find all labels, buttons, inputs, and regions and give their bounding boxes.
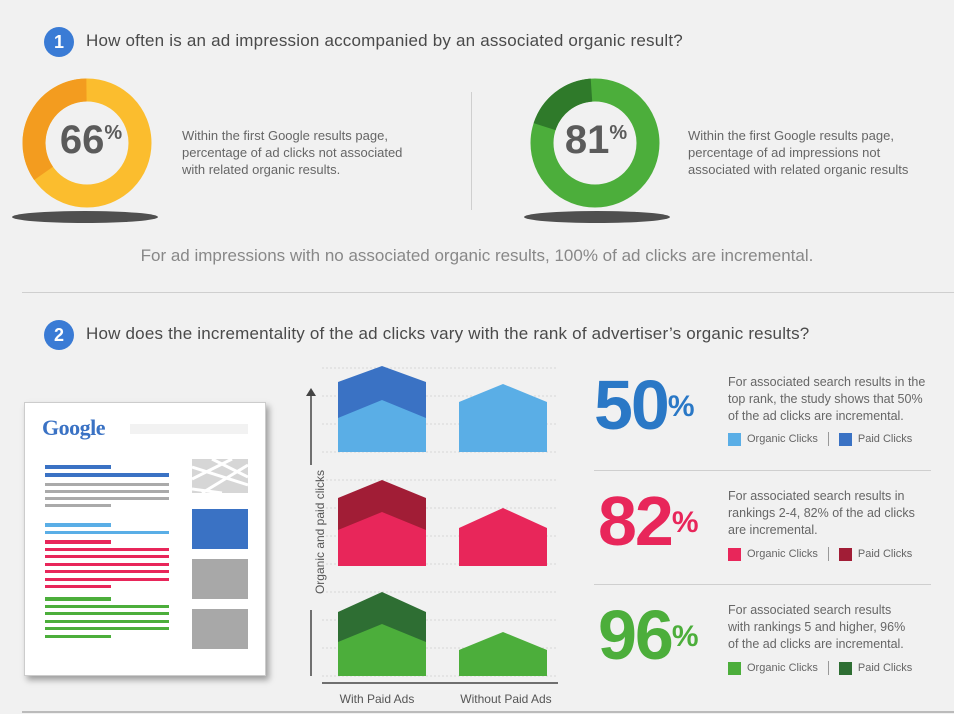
x-label-without-paid-ads: Without Paid Ads — [460, 692, 552, 706]
section1-question: How often is an ad impression accompanie… — [86, 31, 683, 50]
organic-swatch — [728, 661, 741, 675]
organic-clicks-shape-row1-with — [338, 400, 426, 452]
organic-clicks-shape-row1-without — [459, 384, 547, 452]
paid-swatch — [838, 661, 852, 675]
clicks-chart — [306, 366, 558, 684]
result-text-line — [45, 620, 169, 623]
left-donut-value: 66% — [59, 118, 123, 162]
paid-clicks-shape-row3 — [338, 592, 426, 646]
paid-clicks-shape-row1 — [338, 366, 426, 422]
section1-footnote: For ad impressions with no associated or… — [140, 246, 814, 265]
left-description: Within the first Google results page, pe… — [182, 128, 403, 177]
stat-row3-value: 96% — [598, 596, 699, 674]
right-donut-value: 81% — [564, 118, 628, 162]
stat-row2-description: For associated search results in ranking… — [728, 489, 915, 537]
stat-divider — [594, 470, 931, 471]
serp-illustration: Google — [24, 402, 266, 676]
result-text-line — [45, 578, 169, 581]
stat-row3-description: For associated search results with ranki… — [728, 603, 906, 651]
result-text-line — [45, 531, 169, 534]
organic-swatch — [728, 547, 741, 561]
section2-question: How does the incrementality of the ad cl… — [86, 324, 810, 343]
result-text-line — [45, 504, 111, 507]
result-title-line — [45, 540, 111, 544]
google-logo: Google — [42, 415, 106, 441]
result-text-line — [45, 627, 169, 630]
stat-row2-legend: Organic Clicks Paid Clicks — [728, 547, 912, 561]
result-title-line — [45, 523, 111, 527]
paid-swatch — [838, 432, 852, 446]
stat-row3-legend: Organic Clicks Paid Clicks — [728, 661, 912, 675]
stat-row1-value: 50% — [594, 366, 695, 444]
ad-block-gray — [192, 559, 248, 599]
paid-swatch — [838, 547, 852, 561]
section-separator — [22, 292, 954, 293]
result-title-line — [45, 473, 169, 477]
bottom-border — [22, 711, 954, 713]
section2-number: 2 — [44, 320, 74, 350]
result-text-line — [45, 490, 169, 493]
result-text-line — [45, 585, 111, 588]
organic-clicks-shape-row3-without — [459, 632, 547, 676]
stat-row1-legend: Organic Clicks Paid Clicks — [728, 432, 912, 446]
result-text-line — [45, 548, 169, 551]
google-logo-text: Google — [42, 415, 106, 440]
result-text-line — [45, 483, 169, 486]
result-text-line — [45, 555, 169, 558]
right-description: Within the first Google results page, pe… — [688, 128, 909, 177]
y-axis-arrow — [306, 388, 316, 396]
section1-number: 1 — [44, 27, 74, 57]
result-text-line — [45, 497, 169, 500]
result-text-line — [45, 605, 169, 608]
y-axis-label: Organic and paid clicks — [313, 469, 327, 595]
stat-divider — [594, 584, 931, 585]
right-donut-shadow — [524, 211, 670, 223]
right-donut-chart — [524, 78, 670, 223]
ad-block-blue — [192, 509, 248, 549]
result-text-line — [45, 570, 169, 573]
map-thumbnail — [192, 459, 248, 493]
x-label-with-paid-ads: With Paid Ads — [339, 692, 415, 706]
organic-clicks-shape-row2-without — [459, 508, 547, 566]
organic-clicks-shape-row3-with — [338, 624, 426, 676]
result-title-line — [45, 597, 111, 601]
left-donut-center — [46, 102, 128, 184]
right-donut-center — [554, 102, 636, 184]
search-box — [130, 424, 248, 434]
organic-clicks-shape-row2-with — [338, 512, 426, 566]
stat-row1-description: For associated search results in the top… — [728, 375, 926, 423]
result-text-line — [45, 563, 169, 566]
organic-swatch — [728, 432, 741, 446]
left-donut-chart — [12, 78, 158, 223]
ad-block-gray — [192, 609, 248, 649]
left-donut-accent-ring — [22, 78, 152, 208]
left-donut-shadow — [12, 211, 158, 223]
right-donut-main-ring — [530, 78, 660, 208]
section1-divider — [471, 92, 472, 210]
result-text-line — [45, 612, 169, 615]
result-title-line — [45, 465, 111, 469]
stat-row2-value: 82% — [598, 482, 699, 560]
result-text-line — [45, 635, 111, 638]
